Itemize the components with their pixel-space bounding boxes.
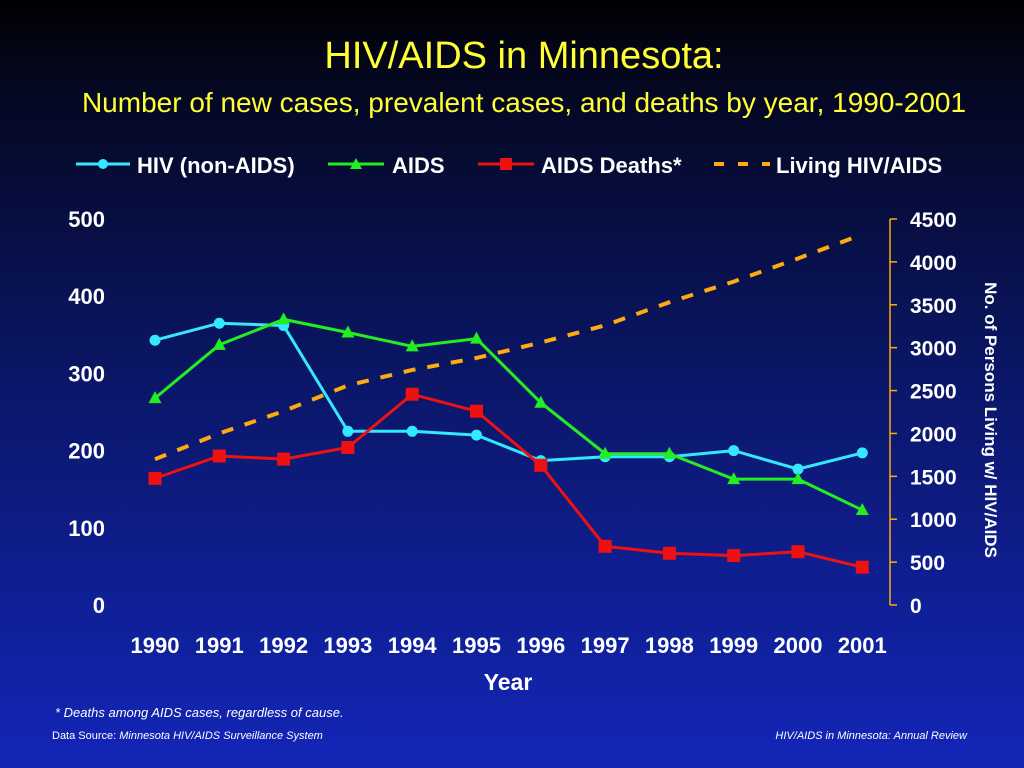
x-axis-label: Year	[484, 669, 533, 695]
data-point-2-9	[727, 549, 741, 563]
data-point-2-6	[534, 458, 548, 472]
x-axis-ticks: 1990 1991 1992 1993 1994 1995 1996 1997 1998 1999…	[131, 633, 887, 658]
data-point-0-10	[792, 463, 804, 475]
data-source: Data Source: Minnesota HIV/AIDS Surveill…	[52, 730, 323, 742]
data-point-1-4	[405, 339, 419, 352]
right-axis-label: No. of Persons Living w/ HIV/AIDS	[981, 282, 1000, 558]
data-point-0-5	[471, 429, 482, 441]
data-point-1-3	[341, 325, 355, 338]
right-tick-label: 2500	[910, 381, 957, 404]
data-point-2-4	[405, 387, 419, 401]
series-line-3	[154, 232, 863, 462]
legend-item-hiv: HIV (non-AIDS)	[76, 153, 295, 178]
legend-label-deaths: AIDS Deaths*	[541, 153, 682, 178]
right-tick-label: 2000	[910, 423, 957, 446]
x-tick-label: 1991	[195, 633, 244, 658]
legend-label-aids: AIDS	[392, 153, 445, 178]
legend-marker-hiv	[98, 159, 108, 169]
legend-item-deaths: AIDS Deaths*	[478, 153, 682, 178]
data-point-2-7	[598, 539, 612, 553]
data-point-1-10	[791, 472, 805, 485]
data-point-0-0	[149, 334, 161, 346]
data-point-1-7	[598, 446, 612, 459]
data-point-1-9	[727, 472, 741, 485]
series-line-1	[154, 317, 863, 512]
data-point-2-10	[791, 545, 805, 559]
data-point-0-4	[406, 425, 418, 437]
x-tick-label: 1990	[131, 633, 180, 658]
right-tick-label: 3500	[910, 295, 957, 318]
legend: HIV (non-AIDS) AIDS AIDS Deaths* Living …	[76, 153, 942, 178]
left-tick-label: 400	[68, 284, 105, 309]
right-tick-label: 0	[910, 595, 922, 618]
chart-title: HIV/AIDS in Minnesota:	[324, 35, 723, 77]
x-tick-label: 1993	[323, 633, 372, 658]
publication-name: HIV/AIDS in Minnesota: Annual Review	[775, 730, 968, 742]
data-point-2-5	[470, 404, 483, 418]
left-tick-label: 100	[68, 516, 105, 541]
left-tick-label: 300	[68, 361, 105, 386]
series-line-2	[154, 392, 863, 569]
data-source-label: Data Source:	[52, 730, 119, 742]
data-source-name: Minnesota HIV/AIDS Surveillance System	[119, 730, 323, 742]
data-point-1-1	[212, 337, 226, 350]
x-tick-label: 2001	[838, 633, 887, 658]
data-point-1-8	[662, 446, 676, 459]
legend-label-hiv: HIV (non-AIDS)	[137, 153, 295, 178]
data-point-2-0	[148, 471, 162, 485]
series-layer	[148, 232, 869, 574]
data-point-1-5	[470, 331, 483, 344]
x-tick-label: 1994	[388, 633, 438, 658]
data-point-2-3	[341, 441, 355, 455]
legend-marker-deaths	[500, 158, 512, 170]
x-tick-label: 1998	[645, 633, 694, 658]
data-point-0-9	[728, 445, 740, 457]
data-point-2-1	[212, 449, 226, 463]
left-tick-label: 200	[68, 439, 105, 464]
x-tick-label: 2000	[774, 633, 823, 658]
data-point-0-3	[342, 425, 354, 437]
data-point-0-11	[856, 447, 868, 459]
legend-label-living: Living HIV/AIDS	[776, 153, 942, 178]
right-tick-label: 4000	[910, 252, 957, 275]
x-tick-label: 1997	[581, 633, 630, 658]
x-tick-label: 1992	[259, 633, 308, 658]
data-point-1-6	[534, 395, 548, 408]
data-point-2-8	[662, 546, 676, 560]
data-point-2-11	[855, 560, 869, 574]
x-tick-label: 1999	[709, 633, 758, 658]
data-point-1-2	[277, 312, 291, 325]
data-point-0-1	[213, 317, 225, 329]
right-tick-label: 4500	[910, 209, 957, 232]
right-axis-ticks: 0 500 1000 1500 2000 2500 3000 3500 4000 4500	[890, 209, 957, 618]
legend-marker-aids	[350, 158, 362, 169]
footnote: * Deaths among AIDS cases, regardless of…	[55, 705, 344, 720]
x-tick-label: 1995	[452, 633, 501, 658]
left-tick-label: 500	[68, 207, 105, 232]
right-tick-label: 500	[910, 552, 945, 575]
data-point-1-0	[148, 391, 162, 404]
left-tick-label: 0	[93, 593, 105, 618]
right-tick-label: 1500	[910, 466, 957, 489]
left-axis-ticks: 0 100 200 300 400 500	[68, 207, 105, 618]
chart-subtitle: Number of new cases, prevalent cases, an…	[82, 87, 966, 118]
legend-item-aids: AIDS	[328, 153, 445, 178]
data-point-2-2	[277, 452, 291, 466]
right-tick-label: 3000	[910, 338, 957, 361]
right-tick-label: 1000	[910, 509, 957, 532]
series-line-0	[154, 321, 863, 471]
data-point-1-11	[855, 503, 869, 516]
x-tick-label: 1996	[516, 633, 565, 658]
legend-item-living: Living HIV/AIDS	[714, 153, 942, 178]
